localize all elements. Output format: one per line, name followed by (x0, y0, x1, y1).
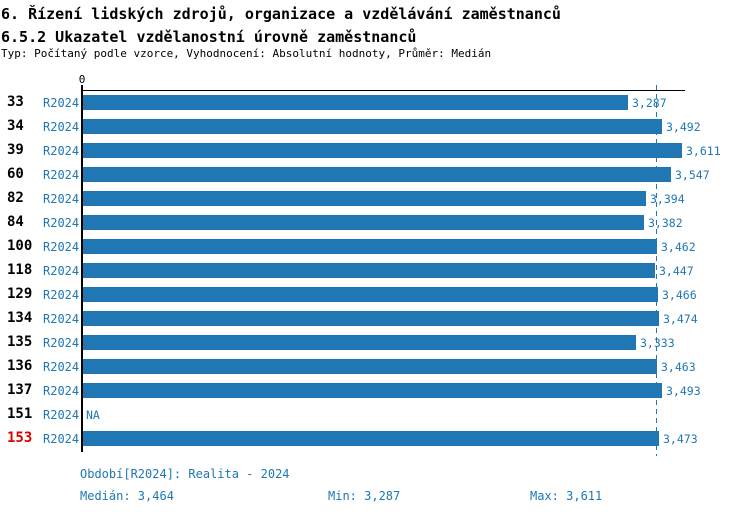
category-label: 33 (7, 94, 24, 110)
period-label: R2024 (43, 168, 80, 182)
value-label: 3,333 (640, 336, 675, 350)
period-label: R2024 (43, 432, 80, 446)
category-label: 135 (7, 334, 33, 350)
category-label: 60 (7, 166, 24, 182)
bar (83, 215, 644, 230)
chart-row: 39 R2024 3,611 (0, 143, 750, 158)
category-label: 151 (7, 406, 33, 422)
bar (83, 359, 657, 374)
chart-row: 135 R2024 3,333 (0, 335, 750, 350)
y-axis-line (81, 85, 83, 452)
period-label: R2024 (43, 360, 80, 374)
period-label: R2024 (43, 336, 80, 350)
value-label: 3,493 (666, 384, 701, 398)
chart-row: 134 R2024 3,474 (0, 311, 750, 326)
chart-row: 84 R2024 3,382 (0, 215, 750, 230)
value-label: 3,474 (663, 312, 698, 326)
footer-min-label: Min: 3,287 (328, 489, 401, 503)
period-label: R2024 (43, 192, 80, 206)
bar (83, 311, 659, 326)
median-reference-line (656, 85, 657, 456)
category-label: 137 (7, 382, 33, 398)
chart-title-line2: 6.5.2 Ukazatel vzdělanostní úrovně zaměs… (1, 28, 417, 46)
chart-row: 60 R2024 3,547 (0, 167, 750, 182)
period-label: R2024 (43, 408, 80, 422)
category-label: 118 (7, 262, 33, 278)
category-label: 134 (7, 310, 33, 326)
chart-row: 129 R2024 3,466 (0, 287, 750, 302)
period-label: R2024 (43, 384, 80, 398)
bar (83, 263, 655, 278)
period-label: R2024 (43, 312, 80, 326)
chart-row: 137 R2024 3,493 (0, 383, 750, 398)
period-label: R2024 (43, 144, 80, 158)
category-label: 34 (7, 118, 24, 134)
value-label: 3,473 (663, 432, 698, 446)
bar (83, 239, 657, 254)
category-label: 82 (7, 190, 24, 206)
period-label: R2024 (43, 288, 80, 302)
category-label: 136 (7, 358, 33, 374)
value-label: 3,447 (659, 264, 694, 278)
period-label: R2024 (43, 216, 80, 230)
value-label: 3,547 (675, 168, 710, 182)
value-label: 3,463 (661, 360, 696, 374)
period-label: R2024 (43, 96, 80, 110)
x-axis-zero-tick-label: 0 (78, 73, 86, 86)
value-label: 3,466 (662, 288, 697, 302)
chart-row: 151 R2024 NA (0, 406, 750, 423)
chart-row: 153 R2024 3,473 (0, 431, 750, 446)
value-label: 3,287 (632, 96, 667, 110)
bar (83, 431, 659, 446)
category-label: 39 (7, 142, 24, 158)
bar (83, 95, 628, 110)
bar (83, 383, 662, 398)
na-label: NA (86, 408, 100, 422)
bar (83, 191, 646, 206)
footer-median-label: Medián: 3,464 (80, 489, 174, 503)
chart-row: 33 R2024 3,287 (0, 95, 750, 110)
category-label: 129 (7, 286, 33, 302)
x-axis-line (81, 90, 685, 91)
chart-row: 118 R2024 3,447 (0, 263, 750, 278)
value-label: 3,611 (686, 144, 721, 158)
chart-title-line1: 6. Řízení lidských zdrojů, organizace a … (1, 5, 561, 23)
chart-row: 34 R2024 3,492 (0, 119, 750, 134)
chart-row: 100 R2024 3,462 (0, 239, 750, 254)
bar (83, 167, 671, 182)
footer-period-label: Období[R2024]: Realita - 2024 (80, 467, 290, 481)
period-label: R2024 (43, 240, 80, 254)
chart-subtitle: Typ: Počítaný podle vzorce, Vyhodnocení:… (1, 47, 492, 60)
value-label: 3,462 (661, 240, 696, 254)
category-label: 100 (7, 238, 33, 254)
bar (83, 287, 658, 302)
period-label: R2024 (43, 264, 80, 278)
value-label: 3,394 (650, 192, 685, 206)
category-label: 153 (7, 430, 33, 446)
category-label: 84 (7, 214, 24, 230)
value-label: 3,382 (648, 216, 683, 230)
chart-row: 82 R2024 3,394 (0, 191, 750, 206)
chart-row: 136 R2024 3,463 (0, 359, 750, 374)
bar (83, 335, 636, 350)
bar (83, 143, 682, 158)
bar (83, 119, 662, 134)
period-label: R2024 (43, 120, 80, 134)
value-label: 3,492 (666, 120, 701, 134)
footer-max-label: Max: 3,611 (530, 489, 603, 503)
